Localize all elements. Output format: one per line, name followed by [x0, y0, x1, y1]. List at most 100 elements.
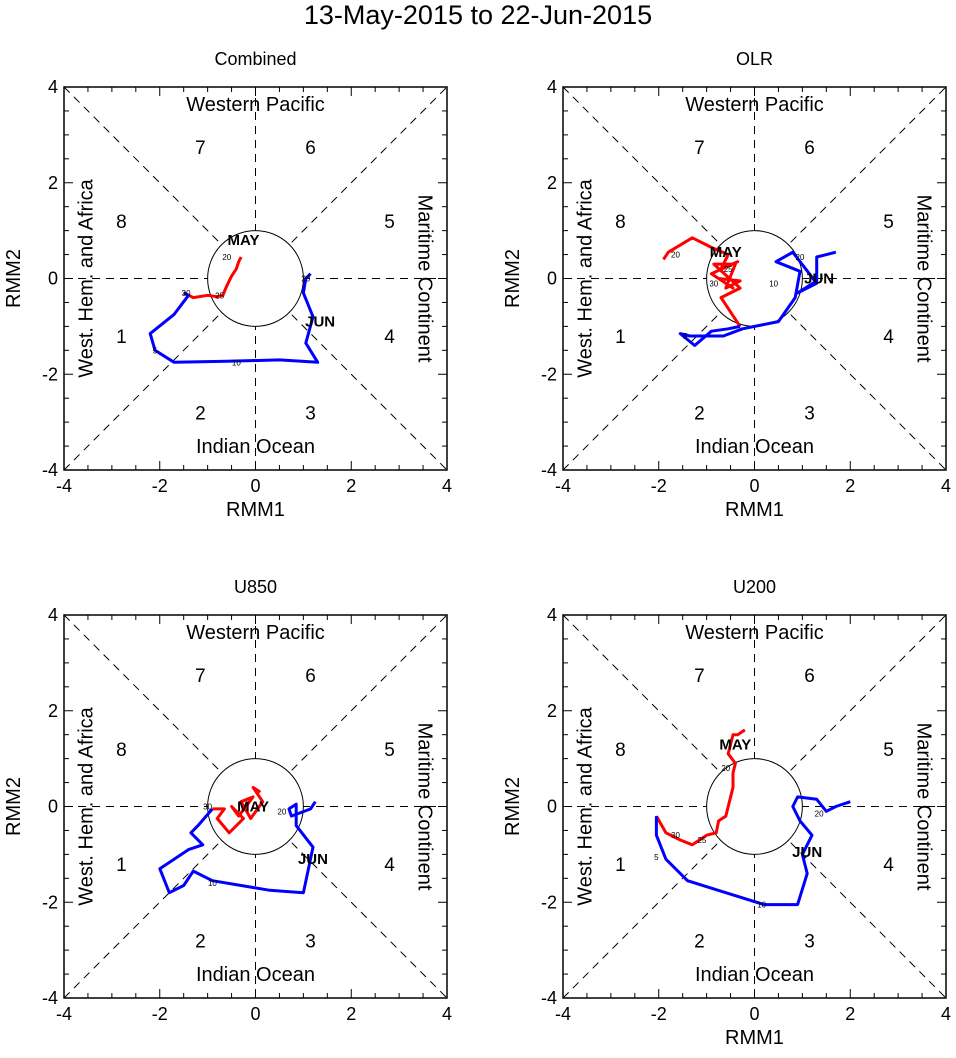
phase-label: 1 — [116, 855, 127, 876]
panel-title: Combined — [214, 49, 296, 69]
y-tick-label: -4 — [541, 460, 557, 480]
y-axis-label: RMM2 — [502, 249, 524, 308]
series-line-may — [662, 236, 742, 328]
x-tick-label: -2 — [651, 476, 667, 496]
y-axis-label: RMM2 — [3, 777, 25, 836]
month-label-may: MAY — [719, 736, 751, 753]
y-axis-label: RMM2 — [3, 249, 25, 308]
x-tick-label: 2 — [346, 476, 356, 496]
day-label: 20 — [796, 253, 805, 262]
day-label: 30 — [182, 289, 191, 298]
phase-label: 4 — [883, 855, 894, 876]
y-axis-label: RMM2 — [502, 777, 524, 836]
region-label-bottom: Indian Ocean — [196, 436, 315, 458]
day-label: 20 — [815, 810, 824, 819]
x-tick-label: -4 — [555, 476, 571, 496]
phase-label: 1 — [615, 327, 626, 348]
x-tick-label: -4 — [555, 1004, 571, 1024]
phase-label: 4 — [384, 855, 395, 876]
panel-u200: U200 -4-4 -2 -2 0 0 2 2 4 4 RMM1 RMM2 Western Pacifi… — [502, 577, 951, 1049]
panel-u850: U850 -4-4 -2 -2 0 0 2 2 4 4 RMM2 Western Pacific Ind… — [3, 577, 452, 1024]
panel-olr: OLR -4-4 -2 -2 0 0 2 2 4 4 RMM1 RMM2 Western Pacific… — [502, 49, 951, 521]
month-label-jun: JUN — [298, 851, 328, 868]
unit-circle — [706, 758, 803, 855]
series-line-jun — [148, 272, 320, 364]
month-label-jun: JUN — [305, 314, 335, 331]
phase-label: 2 — [195, 932, 206, 953]
day-label: 20 — [671, 251, 680, 260]
day-label: 25 — [697, 836, 706, 845]
region-label-top: Western Pacific — [685, 622, 824, 644]
unit-circle — [207, 230, 304, 327]
month-label-jun: JUN — [792, 844, 822, 861]
y-tick-label: 0 — [547, 269, 557, 289]
phase-label: 1 — [615, 855, 626, 876]
phase-label: 7 — [195, 138, 206, 159]
y-tick-label: 2 — [547, 173, 557, 193]
phase-label: 5 — [384, 212, 395, 233]
day-label: 20 — [721, 764, 730, 773]
phase-label: 6 — [804, 666, 815, 687]
x-tick-label: 2 — [845, 476, 855, 496]
day-label: 30 — [203, 803, 212, 812]
day-label: 5 — [153, 346, 158, 355]
x-tick-label: 4 — [442, 476, 452, 496]
phase-label: 3 — [305, 404, 316, 425]
day-label: 5 — [683, 332, 688, 341]
month-label-may: MAY — [228, 232, 260, 249]
phase-label: 5 — [883, 740, 894, 761]
y-tick-label: 0 — [547, 797, 557, 817]
month-label-jun: JUN — [804, 271, 834, 288]
x-tick-label: 4 — [442, 1004, 452, 1024]
day-label: 30 — [671, 831, 680, 840]
region-label-right: Maritime Continent — [912, 195, 934, 363]
series-line-may — [655, 728, 746, 847]
x-tick-label: 0 — [749, 1004, 759, 1024]
x-tick-label: 0 — [250, 1004, 260, 1024]
y-tick-label: 4 — [547, 77, 557, 97]
phase-label: 4 — [883, 327, 894, 348]
phase-label: 2 — [694, 404, 705, 425]
series-line-jun — [654, 795, 851, 907]
phase-label: 7 — [694, 666, 705, 687]
y-tick-label: -4 — [42, 988, 58, 1008]
region-label-left: West. Hem. and Africa — [76, 706, 98, 905]
phase-label: 6 — [305, 138, 316, 159]
region-label-left: West. Hem. and Africa — [76, 178, 98, 377]
phase-label: 2 — [195, 404, 206, 425]
x-tick-label: 0 — [749, 476, 759, 496]
phase-label: 1 — [116, 327, 127, 348]
y-tick-label: 4 — [48, 605, 58, 625]
phase-label: 8 — [615, 740, 626, 761]
day-label: 20 — [277, 807, 286, 816]
region-label-left: West. Hem. and Africa — [575, 178, 597, 377]
day-label: 30 — [709, 279, 718, 288]
panel-title: U850 — [234, 577, 277, 597]
phase-label: 8 — [615, 212, 626, 233]
phase-label: 3 — [305, 932, 316, 953]
x-axis-label: RMM1 — [725, 1027, 784, 1049]
y-tick-label: -2 — [42, 364, 58, 384]
figure-title: 13-May-2015 to 22-Jun-2015 — [304, 0, 652, 30]
x-tick-label: 0 — [250, 476, 260, 496]
phase-label: 6 — [804, 138, 815, 159]
region-label-right: Maritime Continent — [912, 723, 934, 891]
y-tick-label: 2 — [547, 701, 557, 721]
x-tick-label: -2 — [152, 476, 168, 496]
month-label-may: MAY — [710, 244, 742, 261]
region-label-right: Maritime Continent — [413, 723, 435, 891]
panel-title: OLR — [736, 49, 773, 69]
y-tick-label: 2 — [48, 173, 58, 193]
phase-label: 4 — [384, 327, 395, 348]
region-label-top: Western Pacific — [186, 622, 325, 644]
day-label: 25 — [215, 291, 224, 300]
x-tick-label: -4 — [56, 476, 72, 496]
x-tick-label: 2 — [346, 1004, 356, 1024]
phase-label: 7 — [694, 138, 705, 159]
panel-combined: Combined -4-4 -2 -2 0 0 2 2 4 4 RMM1 RMM2 Western Pa… — [3, 49, 452, 521]
y-tick-label: -2 — [541, 892, 557, 912]
region-label-right: Maritime Continent — [413, 195, 435, 363]
region-label-bottom: Indian Ocean — [196, 964, 315, 986]
y-tick-label: 2 — [48, 701, 58, 721]
